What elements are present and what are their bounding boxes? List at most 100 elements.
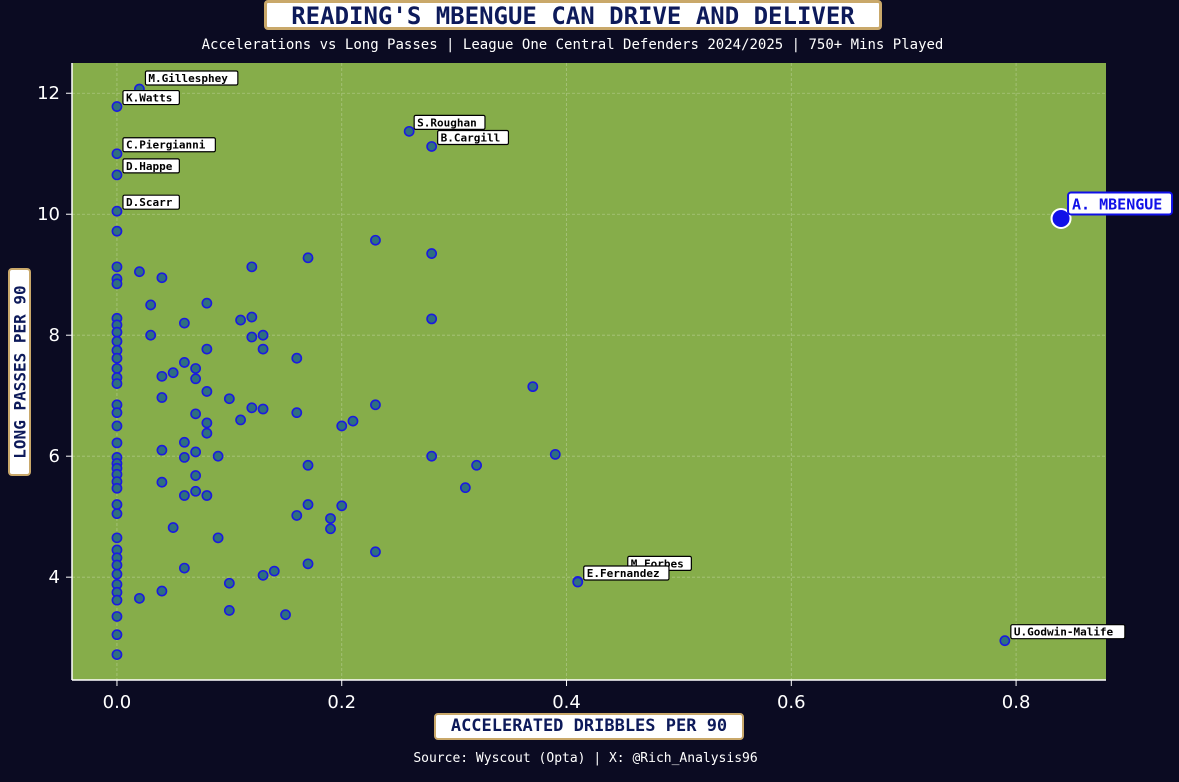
data-point [111,532,123,544]
point-label-box [144,70,239,86]
point-labels: M.Gillesphey K.Watts C.Piergianni D.Happe D.… [122,70,1174,640]
labeled-data-point [111,169,123,181]
point-label: D.Happe [126,160,173,173]
y-tick-label: 4 [49,567,60,588]
data-point [111,420,123,432]
data-point [302,499,314,510]
data-point [336,420,348,432]
data-point [291,510,303,521]
data-point [302,459,314,471]
point-label: M.Gillesphey [148,72,228,85]
x-tick-label: 0.2 [327,692,356,713]
point-label: E.Fernandez [587,567,660,580]
y-axis-label: LONG PASSES PER 90 [8,268,31,476]
data-point [257,569,269,581]
highlight-label-box [1067,191,1174,216]
data-points [111,83,1072,660]
data-point [156,392,168,403]
data-point [246,261,258,273]
data-point [111,437,123,449]
labeled-data-point [111,205,123,217]
data-point [167,367,179,379]
data-point [291,407,303,419]
data-point [223,393,235,405]
data-point [111,326,123,338]
data-point [111,482,123,494]
data-point [111,278,123,290]
data-point [111,335,123,347]
data-point [178,436,190,448]
y-tick-label: 12 [37,83,60,104]
highlight-point [1050,207,1072,229]
data-point [111,559,123,571]
data-point [190,363,202,374]
data-point [156,370,168,382]
data-point [527,381,539,393]
data-point [156,272,168,284]
data-point [111,225,123,237]
data-point [370,546,381,558]
data-point [235,314,246,326]
y-tick-label: 6 [49,446,60,467]
data-point [134,592,145,604]
data-point [190,408,202,420]
labeled-data-point [572,576,584,588]
data-point [178,357,190,368]
point-label-box [122,194,180,210]
data-point [426,313,438,325]
data-point [223,577,235,589]
data-point [178,451,190,463]
data-point [178,317,190,329]
data-point [325,513,336,524]
data-point [426,248,438,259]
point-label: K.Watts [126,92,172,105]
data-point [111,407,123,419]
data-point [257,403,269,415]
data-point [336,500,348,512]
data-point [111,568,123,580]
source-credit: Source: Wyscout (Opta) | X: @Rich_Analys… [413,751,758,766]
data-point [370,399,381,411]
point-label: U.Godwin-Malife [1014,626,1114,639]
point-label-box [413,114,486,130]
x-axis-label: ACCELERATED DRIBBLES PER 90 [434,713,744,740]
chart-title: READING'S MBENGUE CAN DRIVE AND DELIVER [264,0,882,30]
point-label: D.Scarr [126,196,173,209]
point-label-box [583,565,670,581]
chart-subtitle: Accelerations vs Long Passes | League On… [201,37,944,53]
y-tick-label: 10 [37,204,60,225]
data-point [190,446,202,458]
labeled-data-point [426,141,438,152]
data-point [111,594,123,606]
y-tick-label: 8 [49,325,60,346]
data-point [134,266,145,278]
data-point [268,565,280,577]
data-point [178,490,190,501]
data-point [111,378,123,389]
data-point [201,297,213,309]
data-point [201,343,213,355]
data-point [246,402,258,414]
data-point [190,470,202,481]
data-point [246,331,258,343]
point-label-box [437,129,510,146]
point-label: C.Piergianni [126,139,206,152]
data-point [190,485,202,497]
labeled-data-point [111,101,123,112]
data-point [156,476,168,488]
data-point [370,234,381,246]
x-tick-label: 0.0 [103,692,132,713]
data-point [291,352,303,364]
x-tick-label: 0.4 [552,692,581,713]
data-point [257,343,269,355]
data-point [246,311,258,323]
data-point [156,444,168,456]
highlight-label: A. MBENGUE [1072,195,1162,213]
grid-lines [72,63,1106,680]
data-point [347,415,359,427]
data-point [549,448,561,460]
point-label: S.Roughan [417,116,477,129]
data-point [459,482,471,494]
data-point [111,629,123,641]
